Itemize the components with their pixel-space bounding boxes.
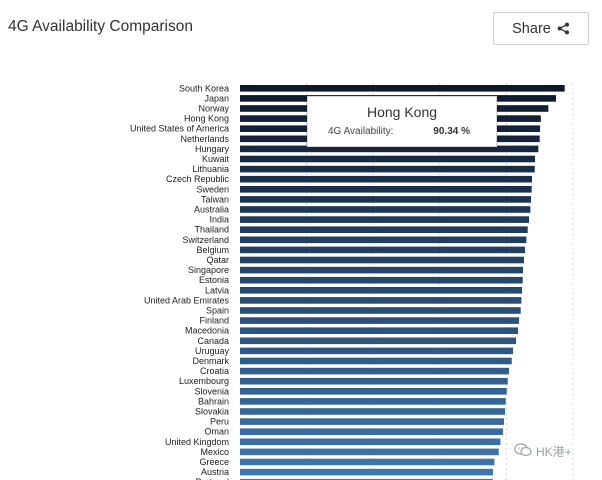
category-label: Finland	[199, 316, 229, 326]
category-label: Australia	[194, 205, 229, 215]
bar[interactable]	[240, 307, 521, 314]
share-icon	[557, 22, 570, 35]
bar[interactable]	[240, 357, 512, 365]
bar[interactable]	[240, 398, 506, 405]
watermark: HK港+	[514, 443, 572, 460]
wechat-icon	[514, 443, 532, 460]
category-label: Spain	[206, 306, 229, 316]
bar[interactable]	[240, 468, 494, 476]
chart-tooltip: Hong Kong 4G Availability: 90.34 %	[307, 96, 497, 147]
bar[interactable]	[240, 216, 530, 223]
category-label: Sweden	[196, 184, 229, 194]
page-title: 4G Availability Comparison	[8, 18, 193, 35]
bar[interactable]	[240, 186, 532, 193]
category-label: Portugal	[195, 477, 229, 480]
category-label: Switzerland	[182, 235, 229, 245]
category-label: Uruguay	[195, 346, 230, 356]
category-label: Denmark	[192, 356, 229, 366]
tooltip-title: Hong Kong	[366, 104, 438, 120]
bars	[240, 85, 565, 480]
category-label: Bahrain	[198, 396, 229, 406]
category-label: Slovenia	[194, 386, 229, 396]
category-label: Japan	[204, 93, 229, 103]
category-label: Netherlands	[180, 134, 229, 144]
bar[interactable]	[240, 428, 504, 435]
bar[interactable]	[240, 236, 527, 244]
bar[interactable]	[240, 276, 523, 284]
bar[interactable]	[240, 287, 523, 294]
category-label: Qatar	[206, 255, 229, 265]
category-label: United Kingdom	[165, 437, 229, 447]
category-label: United States of America	[130, 124, 229, 134]
bar[interactable]	[240, 246, 526, 254]
bar[interactable]	[240, 367, 510, 375]
category-label: South Korea	[179, 83, 229, 93]
category-label: Belgium	[196, 245, 229, 255]
bar[interactable]	[240, 418, 505, 425]
bar[interactable]	[240, 165, 535, 173]
category-label: Oman	[204, 427, 229, 437]
bar[interactable]	[240, 317, 520, 324]
bar[interactable]	[240, 226, 528, 233]
category-label: Croatia	[200, 366, 229, 376]
share-button-label: Share	[512, 20, 551, 37]
category-label: Macedonia	[185, 326, 229, 336]
category-label: Taiwan	[201, 194, 229, 204]
tooltip-value: 90.34 %	[433, 126, 470, 137]
category-label: United Arab Emirates	[144, 295, 230, 305]
bar[interactable]	[240, 377, 508, 385]
category-label: Hungary	[195, 144, 230, 154]
bar[interactable]	[240, 145, 539, 153]
bar[interactable]	[240, 297, 522, 304]
category-label: Norway	[198, 104, 229, 114]
bar[interactable]	[240, 337, 517, 345]
category-label: Estonia	[199, 275, 229, 285]
bar[interactable]	[240, 408, 506, 415]
bar[interactable]	[240, 327, 519, 334]
watermark-text: HK港+	[536, 445, 572, 459]
bar[interactable]	[240, 85, 565, 92]
bar[interactable]	[240, 256, 525, 264]
bar[interactable]	[240, 388, 507, 395]
category-label: Kuwait	[202, 154, 230, 164]
category-label: Canada	[197, 336, 229, 346]
category-label: Czech Republic	[166, 174, 230, 184]
share-button[interactable]: Share	[493, 12, 589, 45]
bar[interactable]	[240, 347, 514, 355]
category-label: Mexico	[200, 447, 229, 457]
category-label: Austria	[201, 467, 229, 477]
category-label: India	[209, 215, 229, 225]
category-label: Latvia	[205, 285, 229, 295]
category-label: Lithuania	[192, 164, 229, 174]
bar[interactable]	[240, 478, 493, 480]
category-label: Peru	[210, 417, 229, 427]
category-label: Thailand	[194, 225, 229, 235]
bar[interactable]	[240, 175, 533, 183]
category-label: Greece	[199, 457, 229, 467]
bar[interactable]	[240, 458, 495, 466]
category-label: Luxembourg	[179, 376, 229, 386]
bar[interactable]	[240, 196, 532, 203]
tooltip-label: 4G Availability:	[328, 126, 394, 137]
bar[interactable]	[240, 206, 531, 213]
category-label: Singapore	[188, 265, 229, 275]
bar[interactable]	[240, 155, 536, 163]
category-label: Hong Kong	[184, 114, 229, 124]
bar[interactable]	[240, 438, 501, 446]
bar[interactable]	[240, 266, 524, 274]
category-label: Slovakia	[195, 407, 229, 417]
bar[interactable]	[240, 448, 499, 456]
